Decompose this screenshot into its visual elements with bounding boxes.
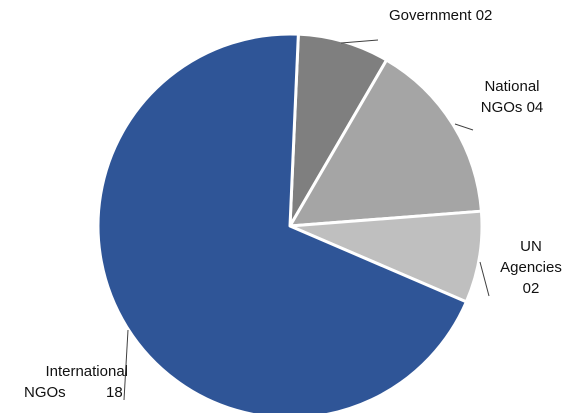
leader-line-international-ngos [123, 329, 129, 401]
leader-line-government [340, 39, 379, 44]
pie-slice-government [288, 32, 389, 228]
pie-slices [96, 32, 484, 413]
pie-slice-international-ngos [96, 32, 468, 413]
data-label-national-ngos: National NGOs 04 [480, 78, 544, 116]
leader-line-national-ngos [454, 123, 474, 131]
data-label-international-ngos: International NGOs 18 [24, 363, 128, 401]
pie-slice-un-agencies [288, 209, 484, 304]
leader-lines [123, 39, 490, 401]
data-label-government: Government 02 [389, 7, 493, 24]
leader-line-un-agencies [479, 261, 490, 297]
pie-slice-national-ngos [288, 58, 483, 228]
data-label-un-agencies: UN Agencies 02 [500, 238, 562, 297]
